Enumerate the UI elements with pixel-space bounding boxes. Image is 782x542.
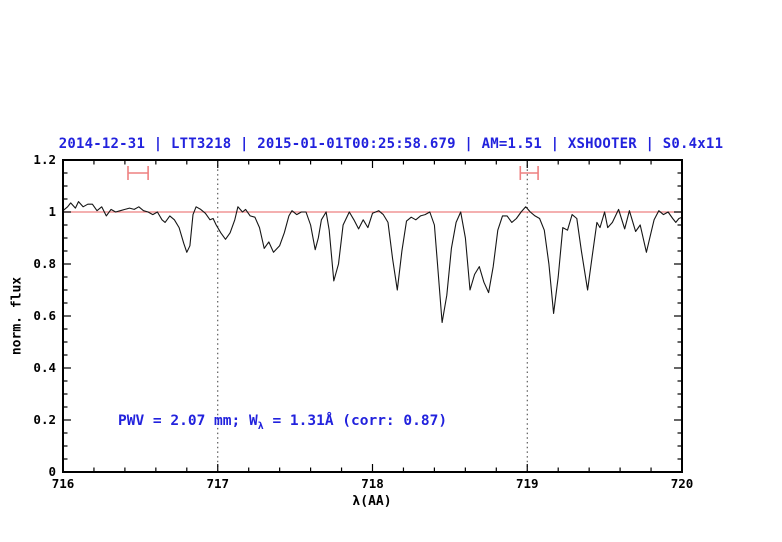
x-tick-label: 720	[671, 476, 694, 491]
x-axis-title: λ(AA)	[352, 494, 392, 509]
y-tick-label: 1.2	[33, 152, 56, 167]
x-tick-label: 719	[516, 476, 539, 491]
y-tick-label: 0.6	[33, 308, 56, 323]
y-tick-label: 0.4	[33, 360, 56, 375]
x-tick-label: 716	[52, 476, 75, 491]
plot-frame	[62, 159, 683, 473]
y-tick-label: 0.2	[33, 412, 56, 427]
plot-title: 2014-12-31 | LTT3218 | 2015-01-01T00:25:…	[58, 136, 724, 152]
pwv-annotation-prefix: PWV = 2.07 mm; W	[118, 413, 258, 429]
y-tick-label: 1	[48, 204, 56, 219]
y-tick-label: 0	[48, 464, 56, 479]
spectrum-line	[62, 201, 683, 324]
pwv-annotation-subscript: λ	[257, 420, 264, 432]
x-tick-label: 717	[206, 476, 229, 491]
y-tick-label: 0.8	[33, 256, 56, 271]
x-tick-label: 718	[361, 476, 384, 491]
pwv-annotation-suffix: = 1.31Å (corr: 0.87)	[263, 413, 448, 429]
pwv-annotation: PWV = 2.07 mm; Wλ = 1.31Å (corr: 0.87)	[118, 413, 447, 432]
